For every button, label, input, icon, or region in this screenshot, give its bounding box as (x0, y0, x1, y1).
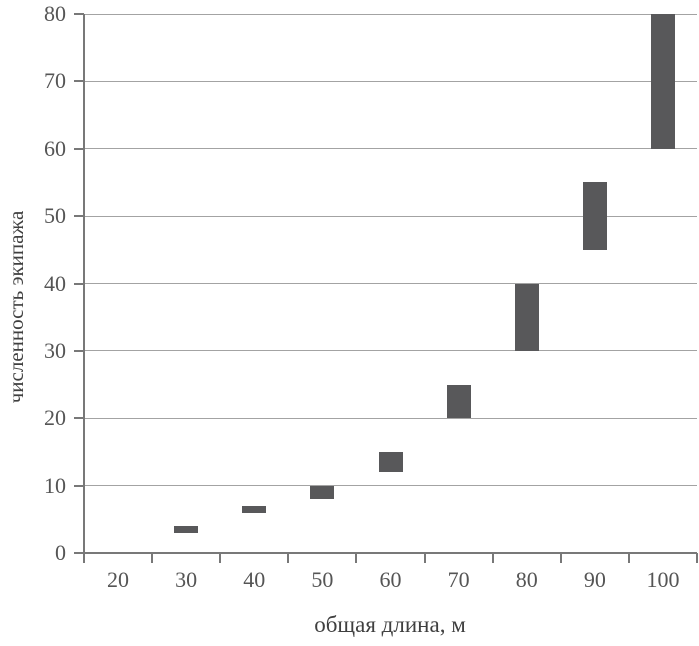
x-tick-5 (423, 553, 426, 563)
gridline-y-30 (84, 350, 697, 352)
x-tick-label-100: 100 (646, 567, 680, 592)
x-tick-label-80: 80 (515, 567, 538, 592)
y-tick-label-60: 60 (44, 135, 66, 161)
gridline-y-10 (84, 485, 697, 487)
range-bar-40 (242, 505, 267, 513)
y-tick-20 (74, 417, 84, 420)
y-axis-line (83, 14, 85, 554)
y-tick-40 (74, 282, 84, 285)
x-tick-8 (627, 553, 630, 563)
y-tick-70 (74, 80, 84, 83)
x-tick-7 (559, 553, 562, 563)
range-bar-70 (446, 384, 471, 419)
y-tick-label-20: 20 (44, 405, 66, 431)
x-tick-label-70: 70 (447, 567, 470, 592)
y-tick-label-80: 80 (44, 1, 66, 26)
y-tick-label-40: 40 (44, 270, 66, 296)
y-tick-0 (74, 552, 84, 554)
x-tick-1 (151, 553, 154, 563)
x-tick-9 (696, 553, 698, 563)
y-tick-30 (74, 349, 84, 352)
gridline-y-20 (84, 417, 697, 419)
gridline-y-60 (84, 148, 697, 150)
range-bar-90 (582, 182, 607, 250)
range-bar-30 (174, 526, 199, 533)
y-tick-label-70: 70 (44, 68, 66, 94)
y-tick-label-50: 50 (44, 203, 66, 229)
x-tick-label-90: 90 (583, 567, 606, 592)
gridline-y-70 (84, 80, 697, 82)
range-bar-100 (650, 14, 675, 149)
x-tick-3 (287, 553, 290, 563)
x-tick-label-50: 50 (311, 567, 334, 592)
x-tick-4 (355, 553, 358, 563)
range-bar-80 (514, 283, 539, 351)
y-tick-50 (74, 215, 84, 218)
x-tick-label-30: 30 (175, 567, 198, 592)
gridline-y-80 (84, 13, 697, 15)
y-tick-label-0: 0 (55, 540, 66, 565)
gridline-y-40 (84, 283, 697, 284)
y-tick-label-10: 10 (44, 472, 66, 498)
x-tick-label-20: 20 (107, 567, 130, 592)
x-axis-line (84, 552, 697, 554)
range-bar-60 (378, 451, 403, 473)
gridline-y-50 (84, 215, 697, 217)
x-tick-2 (219, 553, 222, 563)
x-tick-6 (491, 553, 494, 563)
range-bar-50 (310, 485, 335, 500)
x-tick-label-60: 60 (379, 567, 402, 592)
y-tick-10 (74, 484, 84, 487)
y-tick-60 (74, 147, 84, 150)
y-axis-title: численность экипажа (4, 210, 28, 404)
x-axis-title: общая длина, м (314, 612, 466, 637)
y-tick-80 (74, 13, 84, 15)
x-tick-label-40: 40 (243, 567, 266, 592)
y-tick-label-30: 30 (44, 337, 66, 363)
x-tick-0 (83, 553, 85, 563)
